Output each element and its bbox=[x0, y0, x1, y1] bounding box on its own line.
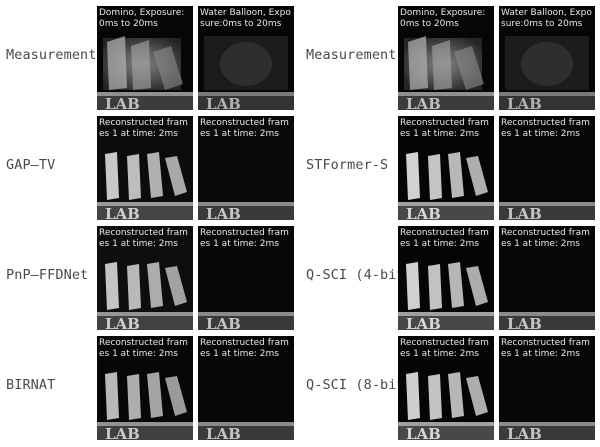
svg-text:LAB: LAB bbox=[507, 205, 542, 220]
panel-caption: Reconstructed frames 1 at time: 2ms bbox=[501, 338, 590, 359]
balloon-reconstruction-image: LAB bbox=[499, 226, 595, 330]
balloon-reconstruction-image: LAB bbox=[499, 116, 595, 220]
panel-caption: Reconstructed frames 1 at time: 2ms bbox=[501, 228, 590, 249]
method-label-measurement-right: Measurement bbox=[306, 47, 397, 63]
panel-caption: Reconstructed frames 1 at time: 2ms bbox=[501, 118, 590, 139]
domino-reconstruction-panel: LAB Reconstructed frames 1 at time: 2ms bbox=[398, 116, 494, 220]
svg-text:LAB: LAB bbox=[406, 205, 441, 220]
svg-text:LAB: LAB bbox=[206, 315, 241, 330]
method-label-measurement-left: Measurement bbox=[6, 47, 97, 63]
panel-caption: Reconstructed frames 1 at time: 2ms bbox=[400, 118, 489, 139]
balloon-measurement-image: LAB bbox=[499, 36, 595, 110]
domino-reconstruction-image: LAB bbox=[398, 226, 494, 330]
balloon-measurement-panel-right: LAB Water Balloon, Exposure:0ms to 20ms bbox=[499, 6, 595, 110]
panel-caption: Reconstructed frames 1 at time: 2ms bbox=[200, 228, 289, 249]
domino-measurement-panel-right: LAB Domino, Exposure: 0ms to 20ms bbox=[398, 6, 494, 110]
svg-text:LAB: LAB bbox=[105, 95, 140, 110]
balloon-reconstruction-panel: LAB Reconstructed frames 1 at time: 2ms bbox=[499, 116, 595, 220]
domino-measurement-image: LAB bbox=[398, 36, 494, 110]
domino-reconstruction-image: LAB bbox=[97, 336, 193, 440]
panel-caption: Reconstructed frames 1 at time: 2ms bbox=[99, 338, 188, 359]
domino-reconstruction-image: LAB bbox=[398, 116, 494, 220]
balloon-reconstruction-panel: LAB Reconstructed frames 1 at time: 2ms bbox=[499, 226, 595, 330]
svg-text:LAB: LAB bbox=[507, 315, 542, 330]
domino-reconstruction-image: LAB bbox=[398, 336, 494, 440]
panel-caption: Reconstructed frames 1 at time: 2ms bbox=[400, 228, 489, 249]
domino-reconstruction-panel: LAB Reconstructed frames 1 at time: 2ms bbox=[97, 336, 193, 440]
method-label-stformer-s: STFormer-S bbox=[306, 157, 389, 173]
method-label-gap-tv: GAP–TV bbox=[6, 157, 56, 173]
balloon-reconstruction-panel: LAB Reconstructed frames 1 at time: 2ms bbox=[499, 336, 595, 440]
panel-caption: Reconstructed frames 1 at time: 2ms bbox=[99, 228, 188, 249]
method-label-birnat: BIRNAT bbox=[6, 377, 56, 393]
balloon-reconstruction-image: LAB bbox=[198, 226, 294, 330]
balloon-reconstruction-image: LAB bbox=[198, 336, 294, 440]
svg-text:LAB: LAB bbox=[206, 95, 241, 110]
domino-measurement-panel-left: LAB Domino, Exposure: 0ms to 20ms bbox=[97, 6, 193, 110]
balloon-measurement-panel-left: LAB Water Balloon, Exposure:0ms to 20ms bbox=[198, 6, 294, 110]
svg-text:LAB: LAB bbox=[406, 425, 441, 440]
method-label-q-sci-8bit: Q-SCI (8-bit) bbox=[306, 377, 413, 393]
svg-text:LAB: LAB bbox=[105, 205, 140, 220]
domino-reconstruction-panel: LAB Reconstructed frames 1 at time: 2ms bbox=[97, 116, 193, 220]
svg-text:LAB: LAB bbox=[206, 205, 241, 220]
panel-caption: Reconstructed frames 1 at time: 2ms bbox=[99, 118, 188, 139]
balloon-reconstruction-image: LAB bbox=[198, 116, 294, 220]
panel-caption: Reconstructed frames 1 at time: 2ms bbox=[200, 338, 289, 359]
svg-text:LAB: LAB bbox=[507, 425, 542, 440]
panel-caption: Reconstructed frames 1 at time: 2ms bbox=[200, 118, 289, 139]
panel-caption: Domino, Exposure: 0ms to 20ms bbox=[400, 8, 486, 29]
domino-reconstruction-image: LAB bbox=[97, 116, 193, 220]
panel-caption: Domino, Exposure: 0ms to 20ms bbox=[99, 8, 185, 29]
svg-text:LAB: LAB bbox=[105, 315, 140, 330]
svg-text:LAB: LAB bbox=[507, 95, 542, 110]
balloon-reconstruction-panel: LAB Reconstructed frames 1 at time: 2ms bbox=[198, 116, 294, 220]
balloon-measurement-image: LAB bbox=[198, 36, 294, 110]
method-label-pnp-ffdnet: PnP–FFDNet bbox=[6, 267, 89, 283]
balloon-reconstruction-panel: LAB Reconstructed frames 1 at time: 2ms bbox=[198, 226, 294, 330]
svg-text:LAB: LAB bbox=[406, 95, 441, 110]
svg-text:LAB: LAB bbox=[406, 315, 441, 330]
svg-text:LAB: LAB bbox=[105, 425, 140, 440]
svg-text:LAB: LAB bbox=[206, 425, 241, 440]
panel-caption: Water Balloon, Exposure:0ms to 20ms bbox=[501, 8, 592, 29]
panel-caption: Reconstructed frames 1 at time: 2ms bbox=[400, 338, 489, 359]
method-label-q-sci-4bit: Q-SCI (4-bit) bbox=[306, 267, 413, 283]
domino-reconstruction-panel: LAB Reconstructed frames 1 at time: 2ms bbox=[398, 226, 494, 330]
balloon-reconstruction-image: LAB bbox=[499, 336, 595, 440]
domino-reconstruction-panel: LAB Reconstructed frames 1 at time: 2ms bbox=[97, 226, 193, 330]
balloon-reconstruction-panel: LAB Reconstructed frames 1 at time: 2ms bbox=[198, 336, 294, 440]
domino-measurement-image: LAB bbox=[97, 36, 193, 110]
domino-reconstruction-image: LAB bbox=[97, 226, 193, 330]
domino-reconstruction-panel: LAB Reconstructed frames 1 at time: 2ms bbox=[398, 336, 494, 440]
panel-caption: Water Balloon, Exposure:0ms to 20ms bbox=[200, 8, 291, 29]
